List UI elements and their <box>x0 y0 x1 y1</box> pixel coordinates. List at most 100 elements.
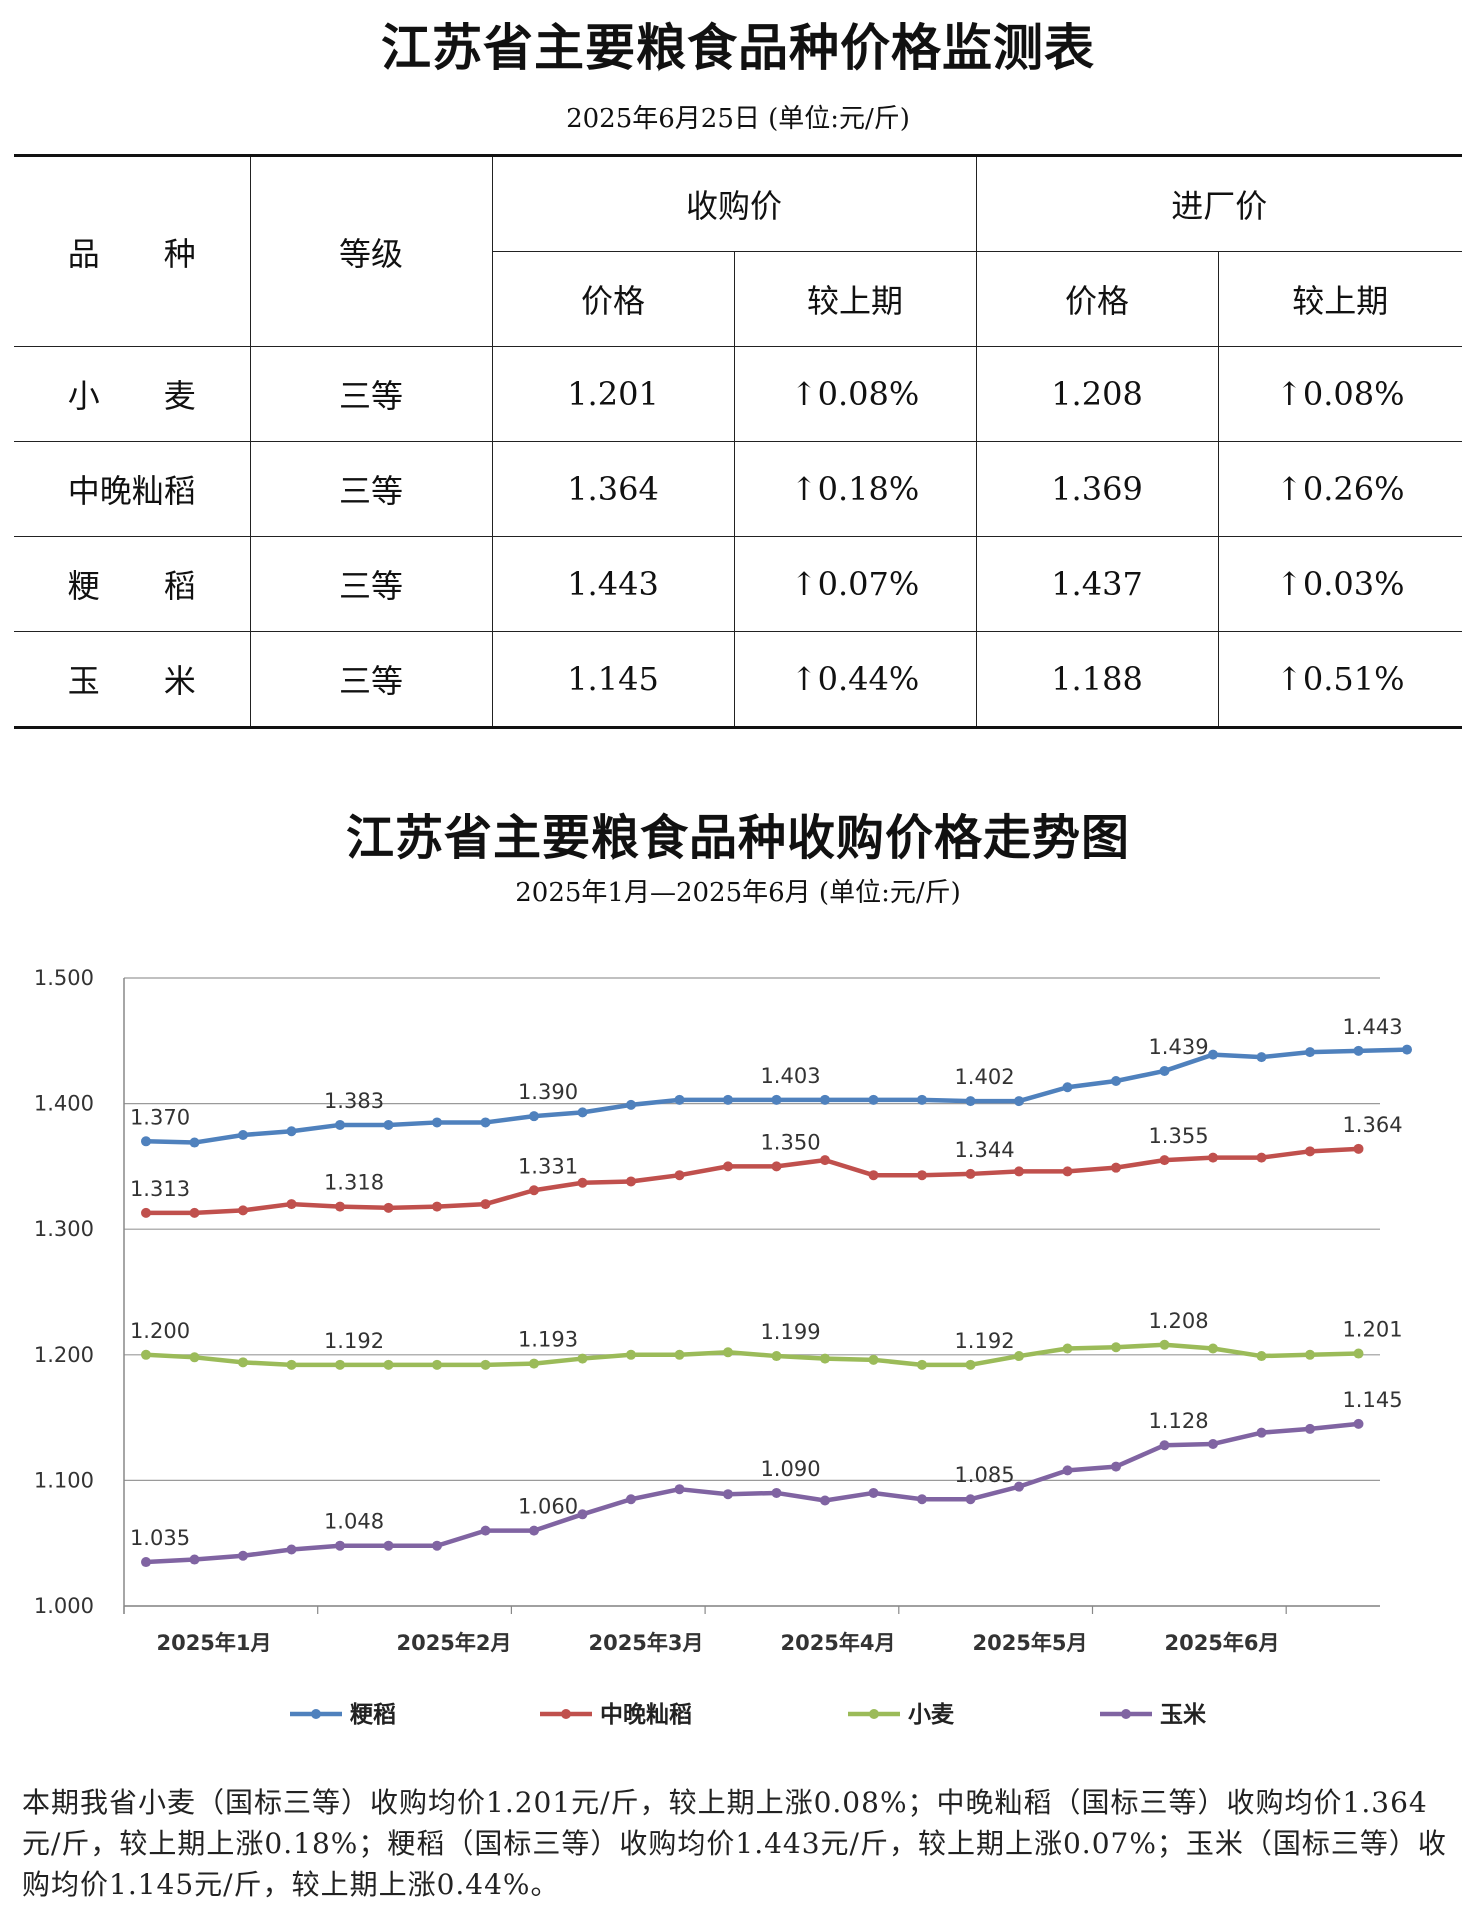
data-point <box>529 1185 539 1196</box>
data-label: 1.364 <box>1342 1113 1402 1137</box>
header-variety: 品 种 <box>14 154 251 347</box>
data-point <box>723 1347 733 1358</box>
data-label: 1.439 <box>1148 1035 1208 1059</box>
data-label: 1.128 <box>1148 1409 1208 1433</box>
data-point <box>1305 1146 1315 1157</box>
chart-subtitle: 2025年1月—2025年6月 (单位:元/斤) <box>515 878 961 908</box>
price-trend-chart: 1.000 1.100 1.200 1.300 1.400 1.500 2025年1月 202… <box>34 966 1412 1728</box>
cell-grade: 三等 <box>249 631 493 729</box>
header-change: 较上期 <box>733 251 977 347</box>
cell-purchase-price: 1.364 <box>491 441 735 537</box>
data-point <box>383 1119 394 1130</box>
header-purchase-price: 收购价 <box>491 154 977 252</box>
data-point <box>626 1176 636 1187</box>
data-label: 1.350 <box>760 1130 820 1154</box>
cell-purchase-change: ↑0.18% <box>733 441 977 537</box>
data-point <box>577 1353 588 1364</box>
data-label: 1.355 <box>1148 1124 1208 1148</box>
data-point <box>1402 1044 1412 1055</box>
cell-purchase-price: 1.201 <box>491 346 735 442</box>
data-point <box>723 1094 733 1105</box>
legend-marker <box>1121 1709 1131 1719</box>
data-point <box>1014 1481 1024 1492</box>
data-point <box>626 1349 636 1360</box>
data-point <box>1256 1427 1267 1438</box>
chart-title: 江苏省主要粮食品种收购价格走势图 <box>345 810 1130 866</box>
cell-factory-price: 1.369 <box>975 441 1219 537</box>
data-point <box>771 1487 782 1498</box>
data-point <box>577 1509 588 1520</box>
y-tick-label: 1.000 <box>34 1594 94 1618</box>
y-tick-label: 1.500 <box>34 966 94 990</box>
data-point <box>1062 1343 1073 1354</box>
cell-purchase-change: ↑0.08% <box>733 346 977 442</box>
data-point <box>432 1117 442 1128</box>
data-point <box>480 1525 491 1536</box>
data-point <box>674 1349 685 1360</box>
data-point <box>1062 1082 1073 1093</box>
cell-grade: 三等 <box>249 346 493 442</box>
cell-purchase-change: ↑0.44% <box>733 631 977 729</box>
series-line <box>146 1146 1359 1216</box>
data-point <box>917 1494 927 1505</box>
data-point <box>1305 1047 1315 1058</box>
data-point <box>480 1199 491 1210</box>
data-point <box>1256 1351 1267 1362</box>
data-point <box>189 1207 200 1218</box>
data-point <box>868 1170 879 1181</box>
x-tick-label: 2025年4月 <box>780 1631 895 1655</box>
data-point <box>335 1119 345 1130</box>
data-label: 1.201 <box>1342 1318 1402 1342</box>
data-point <box>238 1130 248 1140</box>
data-label: 1.402 <box>954 1065 1014 1089</box>
header-grade: 等级 <box>249 154 493 347</box>
data-point <box>917 1359 927 1370</box>
cell-variety: 小 麦 <box>14 346 251 442</box>
header-price: 价格 <box>975 251 1219 347</box>
cell-factory-price: 1.188 <box>975 631 1219 729</box>
data-label: 1.085 <box>954 1463 1014 1487</box>
data-point <box>1159 1339 1170 1350</box>
data-point <box>1208 1152 1218 1163</box>
data-point <box>1014 1166 1024 1177</box>
data-point <box>965 1096 976 1107</box>
summary-note: 本期我省小麦（国标三等）收购均价1.201元/斤，较上期上涨0.08%；中晚籼稻… <box>22 1786 1447 1901</box>
data-point <box>286 1199 297 1210</box>
cell-factory-change: ↑0.03% <box>1217 536 1462 632</box>
cell-purchase-price: 1.443 <box>491 536 735 632</box>
data-point <box>286 1126 297 1137</box>
data-point <box>1353 1418 1364 1429</box>
data-point <box>674 1094 685 1105</box>
data-point <box>1111 1162 1121 1173</box>
data-point <box>238 1550 248 1561</box>
data-point <box>335 1540 345 1551</box>
price-table: 品 种 等级 收购价 进厂价 价格 较上期 价格 较上期 小 麦 三等 1.20… <box>14 154 1462 729</box>
header-factory-price: 进厂价 <box>975 154 1462 252</box>
data-label: 1.090 <box>760 1457 820 1481</box>
data-point <box>771 1161 782 1172</box>
cell-variety: 粳 稻 <box>14 536 251 632</box>
data-point <box>674 1170 685 1181</box>
cell-factory-price: 1.437 <box>975 536 1219 632</box>
x-tick-label: 2025年6月 <box>1164 1631 1279 1655</box>
data-point <box>141 1207 151 1218</box>
data-point <box>723 1161 733 1172</box>
data-point <box>1256 1152 1267 1163</box>
data-point <box>917 1170 927 1181</box>
data-point <box>820 1155 830 1166</box>
data-point <box>1159 1440 1170 1451</box>
data-point <box>1353 1045 1364 1056</box>
y-tick-label: 1.200 <box>34 1343 94 1367</box>
data-point <box>432 1201 442 1212</box>
data-point <box>1208 1049 1218 1060</box>
data-point <box>868 1354 879 1365</box>
data-point <box>1111 1461 1121 1472</box>
data-point <box>1014 1351 1024 1362</box>
data-point <box>1014 1096 1024 1107</box>
data-label: 1.390 <box>518 1080 578 1104</box>
data-point <box>868 1487 879 1498</box>
data-label: 1.383 <box>324 1089 384 1113</box>
x-tick-label: 2025年2月 <box>396 1631 511 1655</box>
data-point <box>286 1544 297 1555</box>
table-row: 玉 米 三等 1.145 ↑0.44% 1.188 ↑0.51% <box>14 631 1462 729</box>
